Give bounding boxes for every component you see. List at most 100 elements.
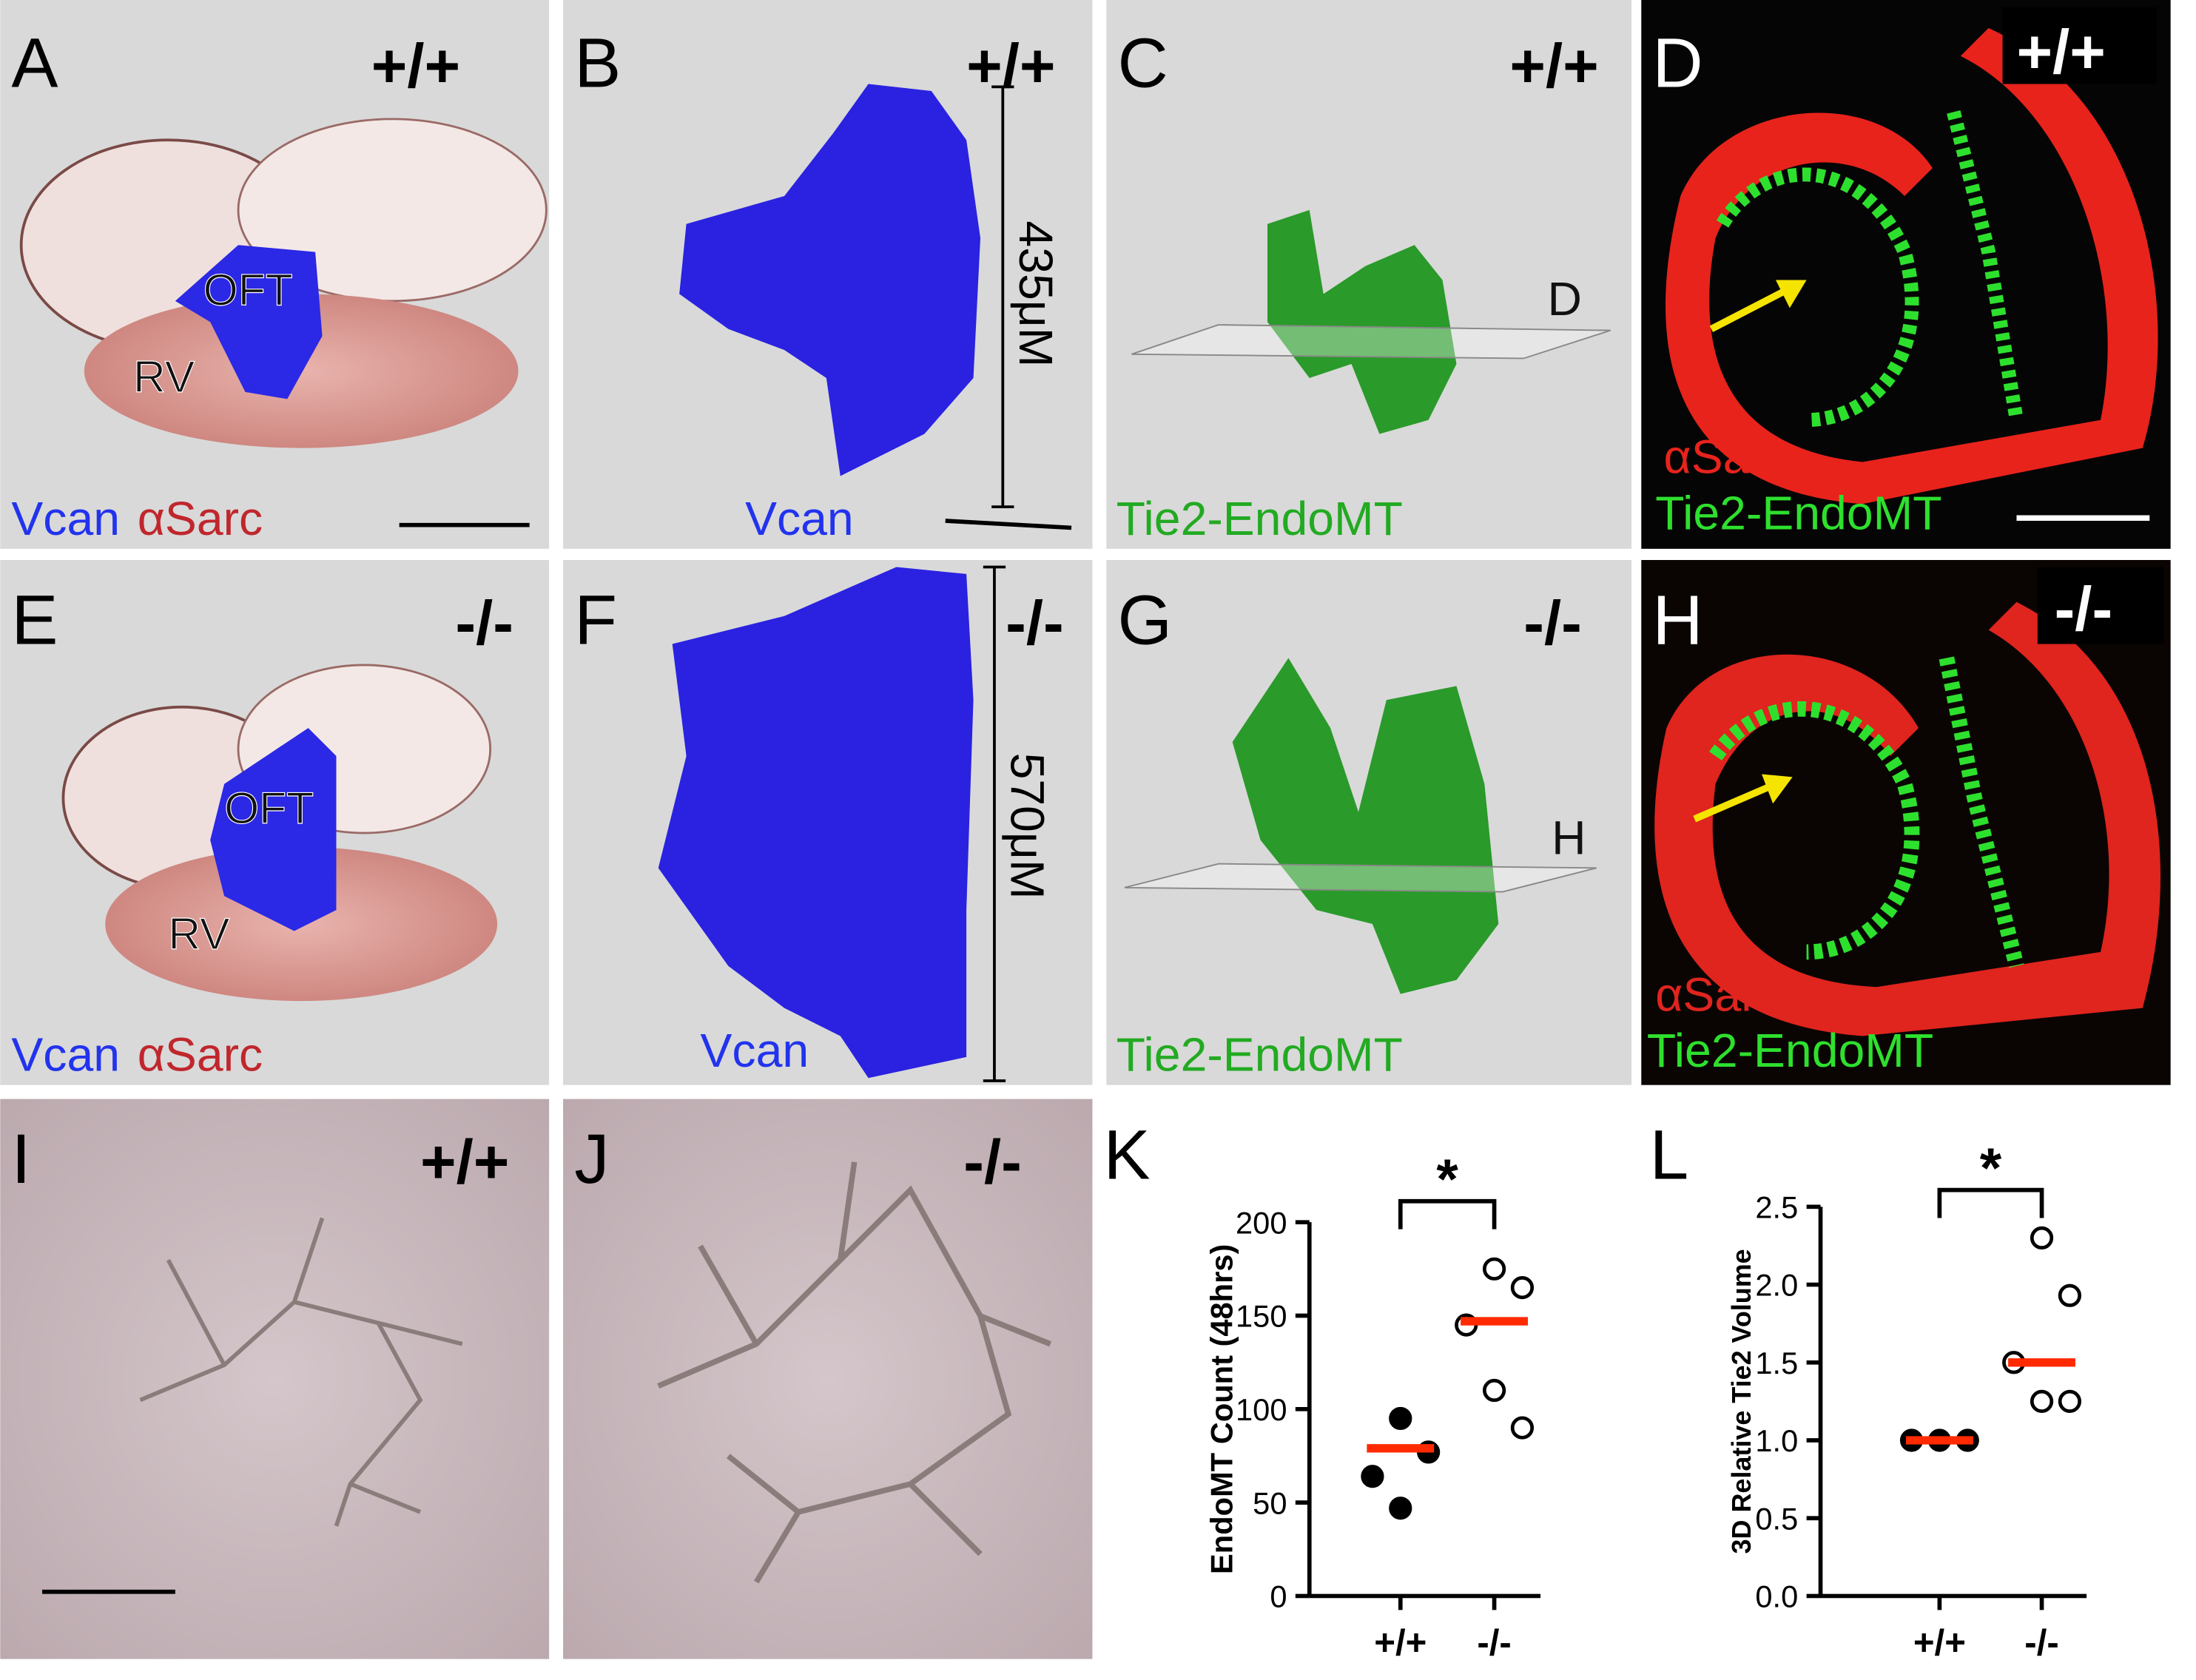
panel-letter: L: [1650, 1116, 1689, 1194]
cell-outgrowth: [139, 1217, 463, 1527]
panel-letter: C: [1117, 24, 1168, 102]
data-point: [2058, 1389, 2082, 1414]
y-tick-label: 0.5: [1755, 1501, 1798, 1536]
significance-label: *: [1436, 1148, 1458, 1211]
panel-c: D C +/+ Tie2-EndoMT: [1106, 0, 1632, 549]
y-tick-label: 2.0: [1755, 1268, 1798, 1303]
significance-label: *: [1980, 1137, 2002, 1200]
vcan-volume: [175, 245, 323, 399]
panel-letter: K: [1104, 1116, 1151, 1194]
stain-label: Tie2-EndoMT: [1655, 486, 1941, 539]
structure-label: RV: [133, 351, 195, 402]
plane-label: H: [1552, 811, 1586, 864]
stain-label: Vcan: [11, 492, 120, 545]
panel-letter: A: [11, 24, 58, 102]
significance-bracket: [1398, 1198, 1497, 1229]
y-tick-label: 0: [1270, 1579, 1287, 1614]
genotype: -/-: [455, 589, 513, 658]
structure-label: OFT: [224, 783, 314, 833]
significance-bracket: [1937, 1187, 2044, 1218]
genotype: -/-: [963, 1127, 1022, 1196]
panel-letter: E: [11, 581, 58, 660]
genotype: +/+: [420, 1127, 509, 1196]
genotype: -/-: [2055, 575, 2113, 644]
panel-letter: B: [574, 24, 621, 102]
panel-e: E -/- OFT RV Vcan αSarc: [0, 560, 550, 1085]
height-label: 435μM: [1009, 220, 1062, 367]
scale-bar: [945, 519, 1072, 530]
data-point: [1361, 1465, 1384, 1488]
height-label: 570μM: [1001, 753, 1054, 900]
stain-label: Tie2-EndoMT: [1116, 1028, 1403, 1082]
data-point: [1482, 1378, 1506, 1403]
data-point: [2058, 1283, 2082, 1307]
panel-bg: [0, 1099, 550, 1659]
x-tick-label: -/-: [2024, 1622, 2058, 1663]
y-tick-label: 100: [1236, 1392, 1287, 1427]
x-tick-label: +/+: [1913, 1622, 1966, 1663]
stain-label: Tie2-EndoMT: [1647, 1024, 1933, 1077]
vcan-volume: [658, 567, 974, 1079]
panel-g: H G -/- Tie2-EndoMT: [1106, 560, 1632, 1085]
asarc-signal: [1654, 601, 2160, 1036]
genotype: -/-: [1006, 589, 1064, 658]
stain-label: αSarc: [1664, 431, 1789, 484]
structure-label: OFT: [203, 265, 293, 315]
data-point: [1389, 1497, 1412, 1520]
section-plane: [1131, 324, 1611, 360]
data-point: [1510, 1275, 1535, 1300]
genotype-box: [2002, 7, 2157, 84]
arrow-head: [1775, 280, 1807, 308]
panel-j: J -/-: [563, 1099, 1093, 1659]
genotype-box: [2037, 567, 2164, 644]
x-tick-label: -/-: [1477, 1622, 1511, 1663]
panel-letter: F: [574, 581, 617, 660]
data-point: [2030, 1226, 2054, 1250]
panel-f: 570μM F -/- Vcan: [563, 560, 1093, 1085]
genotype: +/+: [371, 31, 460, 100]
panel-letter: I: [11, 1120, 30, 1198]
stain-label: αSarc: [1655, 968, 1780, 1021]
vcan-volume: [679, 84, 981, 476]
tie2-signal: [1709, 701, 1920, 960]
arrow: [1693, 780, 1777, 823]
panel-b: 435μM B +/+ Vcan: [563, 0, 1093, 549]
data-point: [1389, 1406, 1412, 1431]
y-tick-label: 1.5: [1755, 1346, 1798, 1380]
panel-bg: [563, 1099, 1093, 1659]
y-axis-title: 3D Relative Tie2 Volume: [1726, 1249, 1757, 1554]
tie2-signal: [1939, 656, 2024, 968]
tie2-volume: [1232, 658, 1499, 994]
panel-letter: H: [1652, 581, 1702, 660]
y-axis-title: EndoMT Count (48hrs): [1205, 1244, 1239, 1574]
tie2-signal: [1947, 110, 2024, 422]
stain-label: Vcan: [701, 1024, 809, 1077]
data-point: [1510, 1416, 1535, 1440]
plane-label: D: [1547, 272, 1581, 325]
x-tick-label: +/+: [1374, 1622, 1427, 1663]
cell-outgrowth: [657, 1161, 1052, 1584]
panel-letter: D: [1652, 24, 1702, 102]
genotype: +/+: [2016, 17, 2105, 86]
charts: K 0 50 100 150 200 EndoMT Count (48hrs) +/+ -/- *…: [1104, 1116, 2087, 1663]
stain-label: Vcan: [11, 1028, 120, 1082]
data-point: [2030, 1389, 2054, 1414]
panel-d: D +/+ αSarc Tie2-EndoMT: [1641, 0, 2171, 549]
tie2-signal: [1716, 167, 1919, 428]
stain-label: Tie2-EndoMT: [1116, 492, 1403, 545]
genotype: -/-: [1523, 589, 1582, 658]
y-tick-label: 50: [1253, 1485, 1287, 1520]
data-point: [1482, 1257, 1506, 1281]
y-tick-label: 1.0: [1755, 1423, 1798, 1458]
genotype: +/+: [1509, 31, 1598, 100]
y-tick-label: 150: [1236, 1299, 1287, 1334]
y-tick-label: 0.0: [1755, 1579, 1798, 1614]
panel-letter: G: [1117, 581, 1172, 660]
genotype: +/+: [966, 31, 1055, 100]
section-plane: [1124, 863, 1597, 893]
panel-letter: J: [574, 1120, 609, 1198]
arrow: [1709, 283, 1794, 332]
panel-h: H -/- αSarc Tie2-EndoMT: [1641, 560, 2171, 1085]
arrow-head: [1762, 774, 1793, 804]
